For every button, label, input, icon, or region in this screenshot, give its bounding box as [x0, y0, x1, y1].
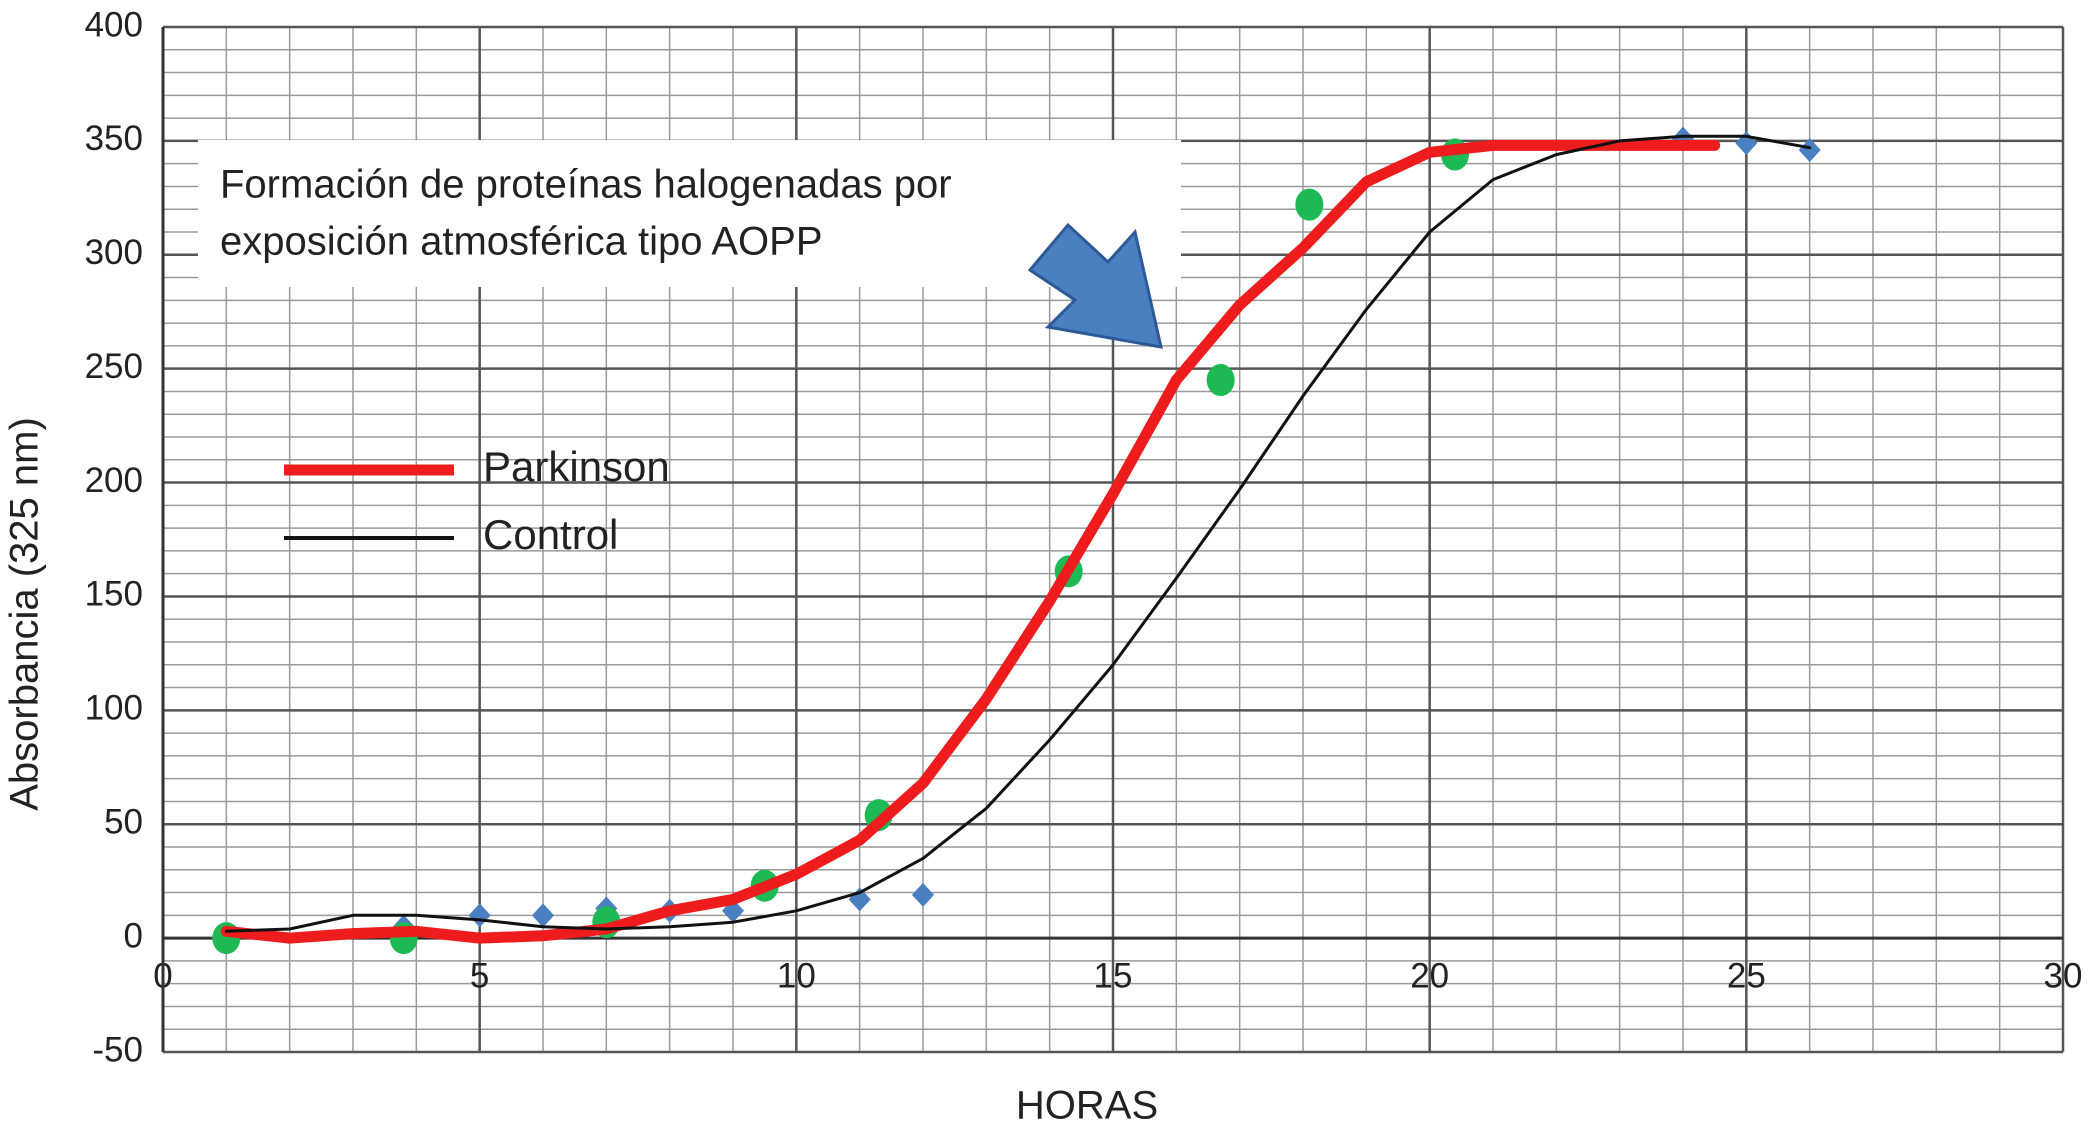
- data-point: [532, 903, 554, 928]
- x-tick-label: 25: [1727, 956, 1766, 995]
- y-tick-label: 350: [85, 119, 143, 158]
- x-tick-label: 5: [470, 956, 489, 995]
- legend-label: Parkinson: [483, 443, 670, 490]
- data-point: [468, 903, 491, 928]
- y-tick-label: 100: [85, 689, 143, 728]
- y-tick-label: -50: [92, 1030, 143, 1069]
- y-tick-label: 300: [85, 233, 143, 272]
- series-line: [224, 134, 1812, 933]
- legend-label: Control: [483, 511, 618, 558]
- y-tick-label: 0: [124, 916, 143, 955]
- arrow: [1027, 222, 1163, 349]
- x-tick-label: 30: [2044, 956, 2083, 995]
- data-point: [1798, 138, 1821, 162]
- annotation-text: exposición atmosférica tipo AOPP: [220, 220, 823, 264]
- x-tick-label: 15: [1094, 956, 1133, 995]
- annotation-text: Formación de proteínas halogenadas por: [220, 163, 952, 207]
- x-tick-label: 20: [1410, 956, 1449, 995]
- series-line: [220, 139, 1721, 944]
- y-axis-title: Absorbancia (325 nm): [3, 417, 47, 811]
- data-point: [912, 882, 934, 907]
- x-tick-label: 10: [777, 956, 816, 995]
- y-tick-label: 50: [104, 802, 143, 841]
- y-tick-label: 150: [85, 575, 143, 614]
- data-point: [1206, 364, 1235, 397]
- data-point: [1735, 131, 1758, 156]
- x-axis-title: HORAS: [1016, 1084, 1158, 1128]
- y-tick-label: 250: [85, 347, 143, 386]
- y-tick-label: 200: [85, 461, 143, 500]
- y-tick-label: 400: [85, 5, 143, 44]
- annotation-box: [198, 140, 1181, 287]
- data-point: [1295, 188, 1324, 221]
